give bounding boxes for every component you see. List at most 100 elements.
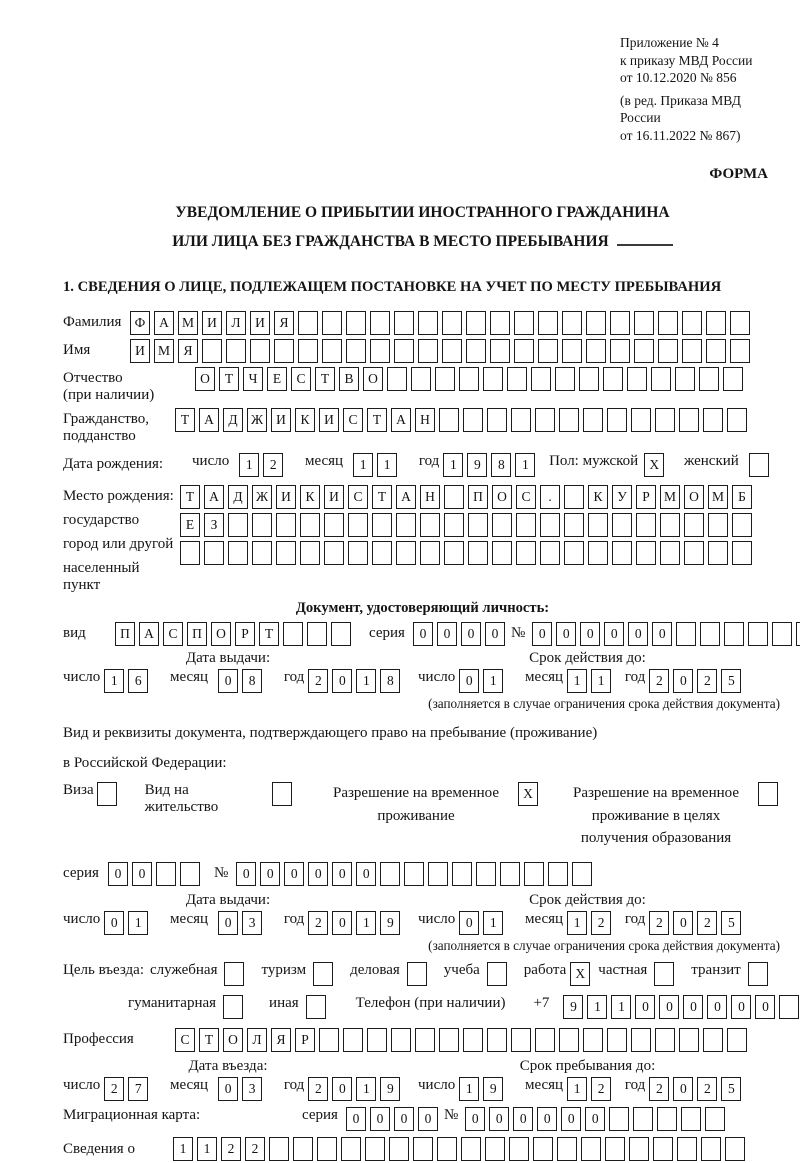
char-box[interactable]: [627, 366, 647, 391]
char-box[interactable]: [727, 1027, 747, 1052]
char-box[interactable]: X: [570, 961, 591, 986]
char-box[interactable]: К: [295, 407, 315, 432]
char-box[interactable]: 1: [104, 668, 125, 693]
char-box[interactable]: 0: [707, 994, 728, 1019]
char-box[interactable]: [313, 961, 334, 986]
char-box[interactable]: 0: [460, 621, 481, 646]
char-box[interactable]: [564, 484, 584, 509]
char-box[interactable]: [581, 1136, 601, 1161]
char-box[interactable]: [657, 1106, 678, 1131]
char-box[interactable]: 0: [284, 861, 305, 886]
char-box[interactable]: 0: [332, 1076, 353, 1101]
char-box[interactable]: [468, 540, 488, 565]
char-box[interactable]: 5: [721, 1076, 742, 1101]
char-box[interactable]: [224, 961, 245, 986]
char-box[interactable]: О: [211, 621, 231, 646]
char-box[interactable]: [730, 310, 750, 335]
char-box[interactable]: 1: [443, 452, 464, 477]
char-box[interactable]: 1: [591, 668, 612, 693]
char-box[interactable]: 9: [380, 910, 401, 935]
char-box[interactable]: 1: [356, 910, 377, 935]
char-box[interactable]: [394, 338, 414, 363]
char-box[interactable]: X: [644, 452, 665, 477]
char-box[interactable]: 1: [483, 668, 504, 693]
char-box[interactable]: 0: [236, 861, 257, 886]
char-box[interactable]: [269, 1136, 289, 1161]
char-box[interactable]: Р: [295, 1027, 315, 1052]
char-box[interactable]: [612, 540, 632, 565]
char-box[interactable]: 0: [345, 1106, 366, 1131]
char-box[interactable]: П: [115, 621, 135, 646]
char-box[interactable]: [708, 512, 728, 537]
char-box[interactable]: [588, 540, 608, 565]
char-box[interactable]: 2: [308, 910, 329, 935]
char-box[interactable]: [293, 1136, 313, 1161]
char-box[interactable]: 7: [128, 1076, 149, 1101]
char-box[interactable]: А: [154, 310, 174, 335]
char-box[interactable]: 0: [107, 861, 128, 886]
char-box[interactable]: С: [291, 366, 311, 391]
char-box[interactable]: 9: [467, 452, 488, 477]
char-box[interactable]: Т: [367, 407, 387, 432]
char-box[interactable]: [730, 338, 750, 363]
char-box[interactable]: Т: [199, 1027, 219, 1052]
char-box[interactable]: 0: [659, 994, 680, 1019]
char-box[interactable]: [483, 366, 503, 391]
char-box[interactable]: [492, 540, 512, 565]
char-box[interactable]: [725, 1136, 745, 1161]
char-box[interactable]: 0: [356, 861, 377, 886]
char-box[interactable]: [682, 338, 702, 363]
char-box[interactable]: М: [154, 338, 174, 363]
char-box[interactable]: 1: [128, 910, 149, 935]
char-box[interactable]: [324, 512, 344, 537]
char-box[interactable]: 2: [104, 1076, 125, 1101]
char-box[interactable]: [562, 338, 582, 363]
char-box[interactable]: [631, 1027, 651, 1052]
char-box[interactable]: 0: [332, 861, 353, 886]
char-box[interactable]: [180, 540, 200, 565]
char-box[interactable]: Ж: [252, 484, 272, 509]
char-box[interactable]: 1: [356, 1076, 377, 1101]
char-box[interactable]: С: [516, 484, 536, 509]
char-box[interactable]: [413, 1136, 433, 1161]
char-box[interactable]: 0: [484, 621, 505, 646]
char-box[interactable]: [437, 1136, 457, 1161]
char-box[interactable]: 0: [683, 994, 704, 1019]
char-box[interactable]: [540, 512, 560, 537]
char-box[interactable]: [516, 512, 536, 537]
char-box[interactable]: А: [391, 407, 411, 432]
char-box[interactable]: 9: [563, 994, 584, 1019]
char-box[interactable]: [699, 366, 719, 391]
char-box[interactable]: [660, 512, 680, 537]
char-box[interactable]: [487, 407, 507, 432]
char-box[interactable]: 2: [263, 452, 284, 477]
char-box[interactable]: [490, 338, 510, 363]
char-box[interactable]: 1: [515, 452, 536, 477]
char-box[interactable]: [511, 1027, 531, 1052]
char-box[interactable]: [514, 338, 534, 363]
char-box[interactable]: 3: [242, 1076, 263, 1101]
char-box[interactable]: [586, 338, 606, 363]
char-box[interactable]: 0: [465, 1106, 486, 1131]
char-box[interactable]: Л: [226, 310, 246, 335]
char-box[interactable]: 2: [221, 1136, 241, 1161]
char-box[interactable]: [636, 540, 656, 565]
char-box[interactable]: [404, 861, 425, 886]
char-box[interactable]: 0: [580, 621, 601, 646]
char-box[interactable]: [562, 310, 582, 335]
char-box[interactable]: 0: [513, 1106, 534, 1131]
char-box[interactable]: [387, 366, 407, 391]
char-box[interactable]: [682, 310, 702, 335]
char-box[interactable]: 2: [649, 668, 670, 693]
char-box[interactable]: [679, 1027, 699, 1052]
char-box[interactable]: 2: [245, 1136, 265, 1161]
char-box[interactable]: [724, 621, 745, 646]
char-box[interactable]: А: [199, 407, 219, 432]
char-box[interactable]: [346, 338, 366, 363]
char-box[interactable]: [681, 1106, 702, 1131]
char-box[interactable]: 0: [532, 621, 553, 646]
char-box[interactable]: И: [276, 484, 296, 509]
char-box[interactable]: Б: [732, 484, 752, 509]
char-box[interactable]: Т: [175, 407, 195, 432]
char-box[interactable]: [228, 540, 248, 565]
